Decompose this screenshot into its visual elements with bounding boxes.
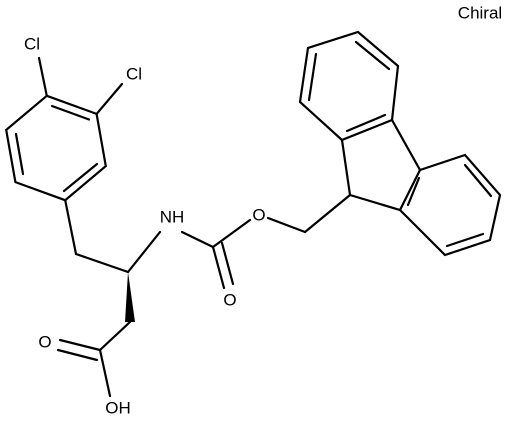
atom-label: O [223,290,236,309]
atom-label: Cl [24,34,40,53]
wedge-bond [125,272,135,322]
atom-label: NH [160,207,185,226]
atom-label: O [38,332,51,351]
atom-label: OH [105,398,131,417]
chiral-label: Chiral [458,3,502,22]
bonds [5,30,502,398]
atom-label: Cl [126,64,142,83]
atom-label: O [252,205,265,224]
